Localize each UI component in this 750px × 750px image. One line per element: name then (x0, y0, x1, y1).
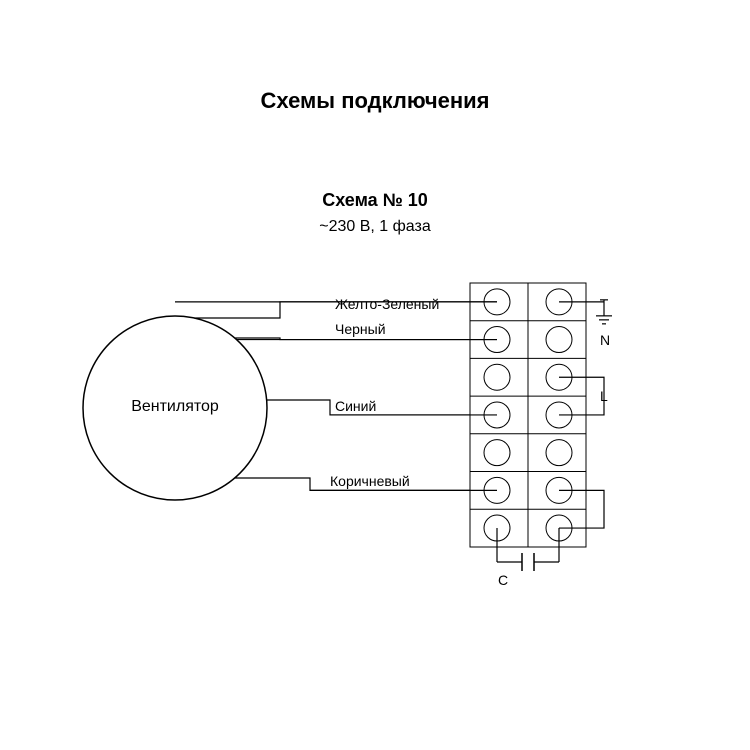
terminal-side-label: C (498, 572, 508, 588)
fan-label: Вентилятор (125, 398, 225, 416)
wire-label: Синий (335, 398, 376, 414)
wire-label: Коричневый (330, 473, 410, 489)
wire-label: Желто-Зеленый (335, 296, 439, 312)
wire-label: Черный (335, 321, 386, 337)
terminal-side-label: N (600, 332, 610, 348)
terminal-side-label: L (600, 388, 608, 404)
wiring-diagram (0, 0, 750, 750)
